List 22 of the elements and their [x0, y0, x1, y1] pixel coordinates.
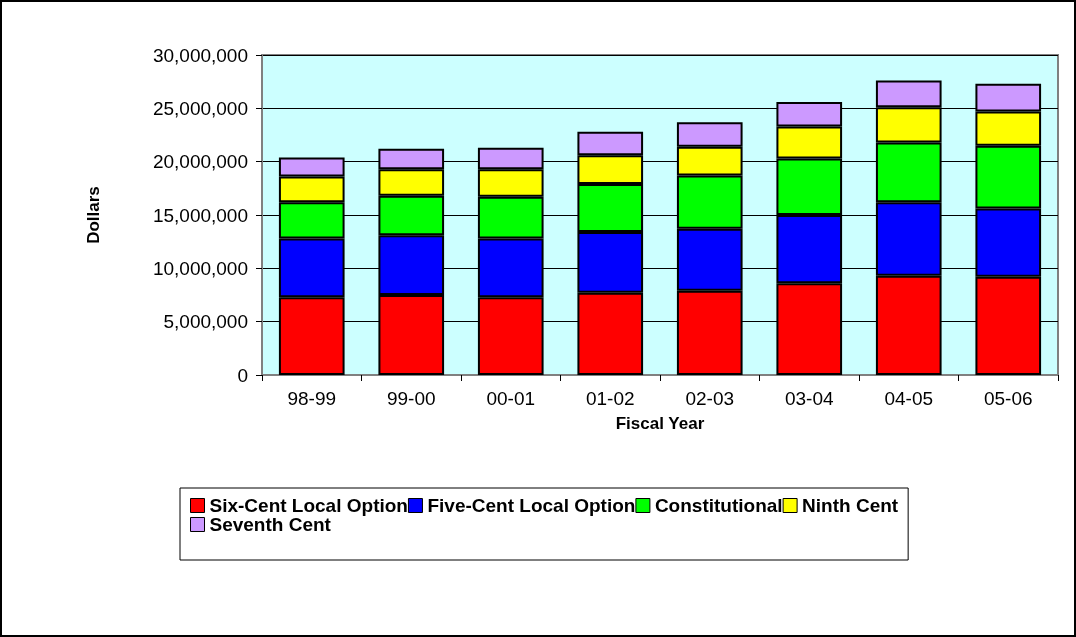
x-tick-label: 00-01	[486, 388, 536, 409]
x-tick-label: 98-99	[287, 388, 337, 409]
legend-label: Six-Cent Local Option	[209, 495, 408, 516]
y-tick-label: 0	[237, 364, 248, 386]
y-tick-label: 20,000,000	[152, 151, 248, 173]
x-tick-label: 03-04	[784, 388, 834, 409]
x-tick-label: 99-00	[386, 388, 436, 409]
x-axis-title: Fiscal Year	[615, 414, 705, 433]
y-tick-label: 5,000,000	[163, 311, 248, 333]
x-tick-label: 04-05	[884, 388, 934, 409]
x-tick-label: 02-03	[685, 388, 735, 409]
legend-label: Five-Cent Local Option	[427, 495, 636, 516]
y-tick-label: 10,000,000	[152, 257, 248, 279]
y-tick-label: 15,000,000	[152, 204, 248, 226]
legend-label: Ninth Cent	[802, 495, 899, 516]
x-tick-label: 05-06	[983, 388, 1033, 409]
x-tick-label: 01-02	[585, 388, 635, 409]
y-tick-label: 30,000,000	[152, 44, 248, 66]
y-tick-label: 25,000,000	[152, 97, 248, 119]
legend-label: Constitutional	[654, 495, 783, 516]
y-axis-title: Dollars	[84, 186, 103, 244]
legend-label: Seventh Cent	[209, 514, 332, 535]
